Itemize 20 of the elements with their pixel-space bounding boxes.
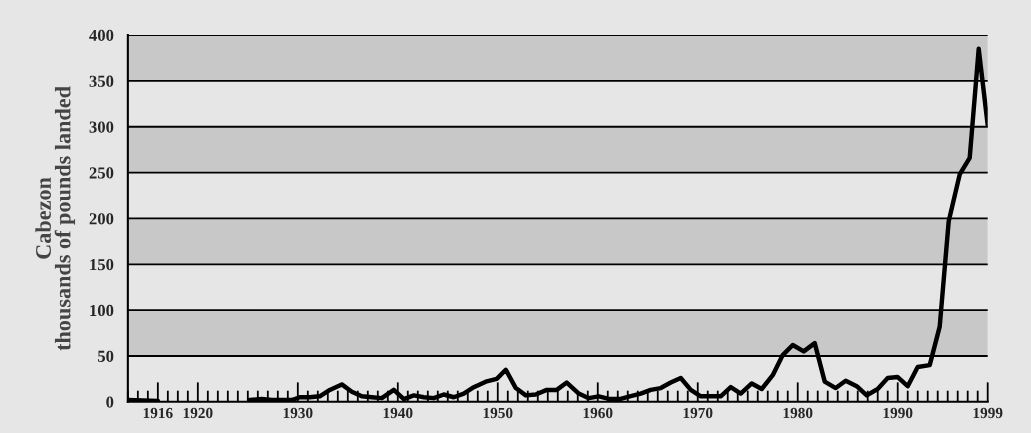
y-tick-label: 400 (89, 29, 114, 42)
y-tick-label: 250 (89, 167, 114, 179)
x-tick-label: 1999 (973, 407, 1003, 419)
y-tick-label: 100 (90, 304, 114, 317)
x-tick-label: 1916 (143, 407, 173, 419)
x-tick-label: 1920 (183, 407, 213, 419)
y-tick-label: 350 (89, 75, 114, 87)
x-tick-label: 1980 (783, 407, 813, 419)
y-tick-label: 0 (106, 396, 114, 408)
y-axis-title: Cabezon thousands of pounds landed (35, 86, 76, 351)
y-tick-label: 300 (89, 121, 114, 133)
x-tick-label: 1990 (883, 407, 913, 419)
x-tick-label: 1970 (683, 407, 713, 419)
x-tick-label: 1940 (383, 407, 413, 419)
x-tick-label: 1950 (483, 407, 513, 419)
x-tick-label: 1960 (583, 407, 613, 419)
y-tick-label: 200 (89, 213, 114, 225)
y-tick-label: 50 (97, 350, 114, 362)
y-tick-label: 150 (90, 258, 114, 271)
x-tick-label: 1930 (283, 407, 313, 419)
